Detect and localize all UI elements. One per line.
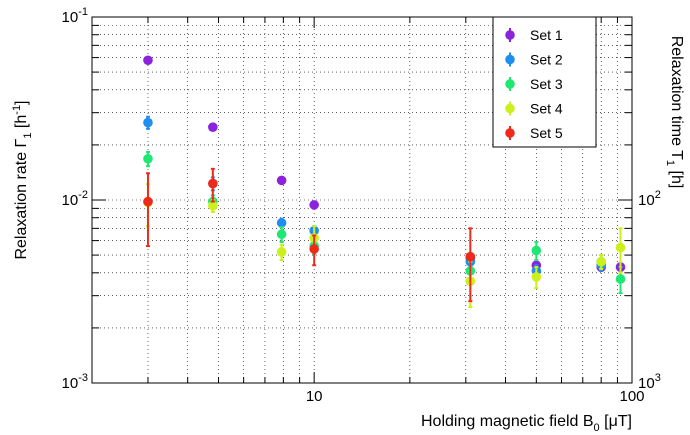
- y-tick-label: 10-3: [62, 372, 88, 392]
- legend-label: Set 1: [530, 27, 563, 43]
- legend-label: Set 3: [530, 76, 563, 92]
- legend-marker: [505, 79, 515, 89]
- y2-axis-title: Relaxation time T1 [h]: [664, 36, 685, 189]
- data-point: [208, 122, 218, 132]
- legend-marker: [505, 30, 515, 40]
- legend-label: Set 5: [530, 125, 563, 141]
- data-point: [615, 242, 626, 253]
- data-point: [208, 178, 218, 189]
- data-point: [309, 244, 319, 254]
- data-point: [276, 175, 287, 186]
- data-point: [143, 117, 153, 128]
- legend: Set 1 Set 2 Set 3 Set 4 Set 5: [492, 16, 597, 148]
- y-tick-label: 10-1: [62, 6, 88, 26]
- data-point: [596, 256, 606, 267]
- data-point: [143, 153, 153, 164]
- data-point: [531, 245, 542, 256]
- plot-frame: [91, 16, 633, 384]
- data-point: [143, 196, 153, 207]
- legend-marker: [505, 103, 515, 114]
- legend-label: Set 2: [530, 52, 563, 68]
- data-point: [208, 200, 218, 211]
- series-set-5: [143, 167, 476, 303]
- x-tick-label: 10: [306, 388, 323, 405]
- data-point: [615, 274, 626, 284]
- data-point: [143, 55, 153, 66]
- y-tick-label: 10-2: [62, 189, 88, 209]
- tick-labels: 10 100 10-3 10-2 10-1 102 103: [62, 6, 661, 405]
- data-point: [309, 200, 319, 210]
- data-point: [276, 247, 287, 257]
- legend-marker: [505, 54, 515, 65]
- data-points: [143, 55, 626, 309]
- x-tick-label: 100: [619, 388, 644, 405]
- y-axis-title: Relaxation rate Γ1 [h-1]: [11, 100, 34, 259]
- x-axis-title: Holding magnetic field B0 [μT]: [421, 413, 632, 434]
- legend-marker: [505, 128, 515, 138]
- y2-tick-label: 103: [638, 372, 661, 392]
- data-point: [276, 229, 287, 240]
- data-point: [276, 218, 287, 228]
- data-point: [531, 272, 542, 282]
- legend-label: Set 4: [530, 101, 563, 117]
- y2-tick-label: 102: [638, 189, 661, 209]
- data-point: [465, 251, 476, 262]
